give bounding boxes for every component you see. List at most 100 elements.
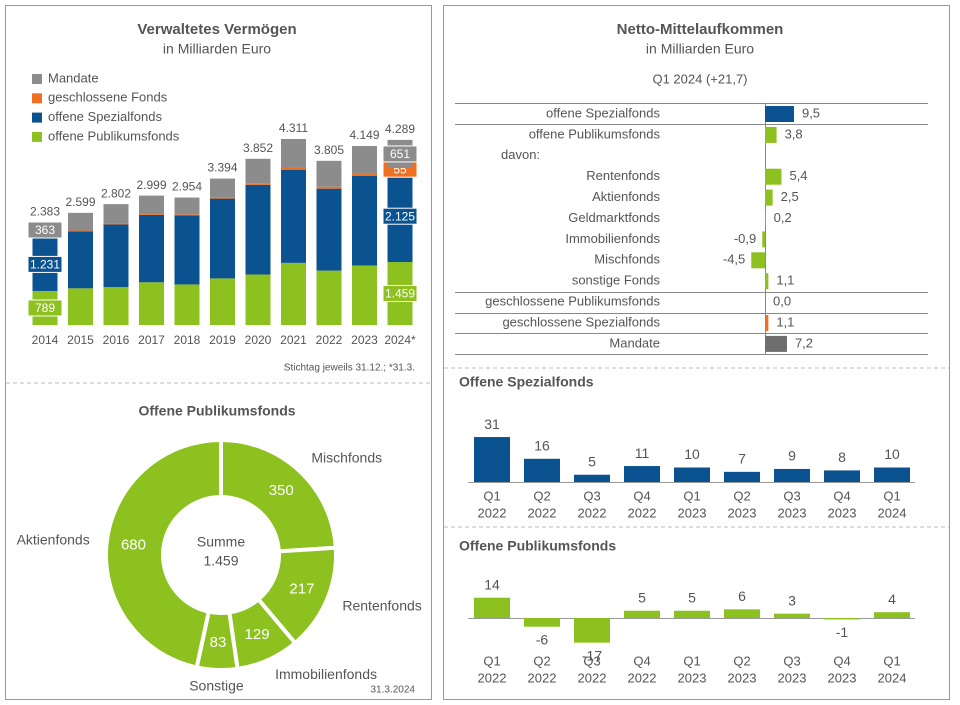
bar-segment [281,169,306,263]
x-tick-label: Q4 [633,488,650,503]
total-label: 3.852 [243,141,273,155]
value-label: 363 [35,223,55,237]
bar-segment [210,178,235,198]
row-label: geschlossene Publikumsfonds [485,294,660,309]
x-tick-label: 2023 [778,505,807,520]
bar-segment [139,195,164,215]
bar [524,458,560,482]
x-tick-label: 2022 [578,505,607,520]
bar-segment [103,223,129,225]
total-label: 2.383 [30,204,60,218]
bar-segment [210,197,235,199]
right-panel [443,5,950,700]
slice-label: Sonstige [189,678,244,694]
slice-value: 129 [245,626,270,643]
value-label: 3,8 [785,126,803,141]
x-tick-label: 2019 [209,333,236,347]
x-tick-label: 2023 [351,333,378,347]
x-tick-label: 2016 [103,333,130,347]
x-tick-label: Q4 [833,653,850,668]
slice-value: 217 [289,581,314,598]
slice-label: Immobilienfonds [275,666,377,682]
chart-subtitle: in Milliarden Euro [163,41,271,57]
bar-segment [68,288,93,325]
x-tick-label: 2023 [828,670,857,685]
x-tick-label: Q3 [783,488,800,503]
bar-segment [316,270,342,325]
value-label: 8 [838,449,846,465]
x-tick-label: Q1 [883,488,900,503]
x-tick-label: Q4 [833,488,850,503]
value-label: -6 [536,631,549,647]
bar [824,618,860,620]
bar-segment [245,184,271,275]
bar-segment [68,230,93,232]
footnote: Stichtag jeweils 31.12.; *31.3. [284,363,415,374]
slice-value: 350 [269,482,294,499]
bar-segment [245,158,271,184]
value-label: 2,5 [781,189,799,204]
bar [774,613,810,618]
bar [765,189,773,206]
x-tick-label: Q3 [583,653,600,668]
x-tick-label: 2021 [280,333,307,347]
x-tick-label: 2024* [384,333,416,347]
bar [474,597,510,618]
x-tick-label: Q2 [733,488,750,503]
chart-subtitle: in Milliarden Euro [646,41,754,57]
bar-segment [316,160,342,187]
bar [574,474,610,482]
bar-segment [281,262,306,325]
label-box [382,285,418,303]
bar-segment [352,265,377,325]
table-rules [455,103,928,355]
chart-title: Verwaltetes Vermögen [137,21,296,38]
total-label: 3.805 [314,143,344,157]
x-tick-label: 2015 [67,333,94,347]
x-tick-label: 2022 [628,670,657,685]
x-tick-label: 2023 [678,670,707,685]
bar-segment [316,188,342,271]
value-label: -1 [836,624,849,640]
row-label: Mischfonds [594,252,660,267]
row-label: offene Spezialfonds [546,105,660,120]
value-label: 14 [484,576,500,592]
value-label: -17 [582,647,602,663]
value-label: 10 [684,446,700,462]
bar-segment [210,278,235,325]
row-label: offene Publikumsfonds [529,126,661,141]
x-tick-label: 2023 [828,505,857,520]
bar [474,437,510,482]
total-label: 2.954 [172,180,202,194]
value-label: 1.459 [385,287,415,301]
label-box [27,299,63,317]
legend-label: offene Publikumsfonds [48,128,180,143]
bar-segment [103,224,129,288]
value-label: 5 [638,589,646,605]
chart-title: Netto-Mittelaufkommen [617,21,784,38]
bar [765,210,766,227]
bar-segment [352,145,377,174]
total-label: 2.999 [136,178,166,192]
x-tick-label: 2023 [728,505,757,520]
x-tick-label: 2020 [245,333,272,347]
row-label: sonstige Fonds [572,273,661,288]
bar [674,467,710,482]
bar-segment [103,204,129,224]
chart-title: Offene Spezialfonds [459,374,594,390]
legend-label: offene Spezialfonds [48,109,162,124]
legend-swatch [32,74,42,84]
x-tick-label: Q2 [533,653,550,668]
bar-segment [68,212,93,231]
x-tick-label: Q3 [783,653,800,668]
row-label: Rentenfonds [586,168,660,183]
x-tick-label: 2023 [778,670,807,685]
bar-segment [281,139,306,168]
bar [824,470,860,482]
center-text: 1.459 [203,553,238,569]
x-tick-label: Q3 [583,488,600,503]
total-label: 2.802 [101,186,131,200]
bar-segment [139,282,164,325]
x-tick-label: Q2 [533,488,550,503]
